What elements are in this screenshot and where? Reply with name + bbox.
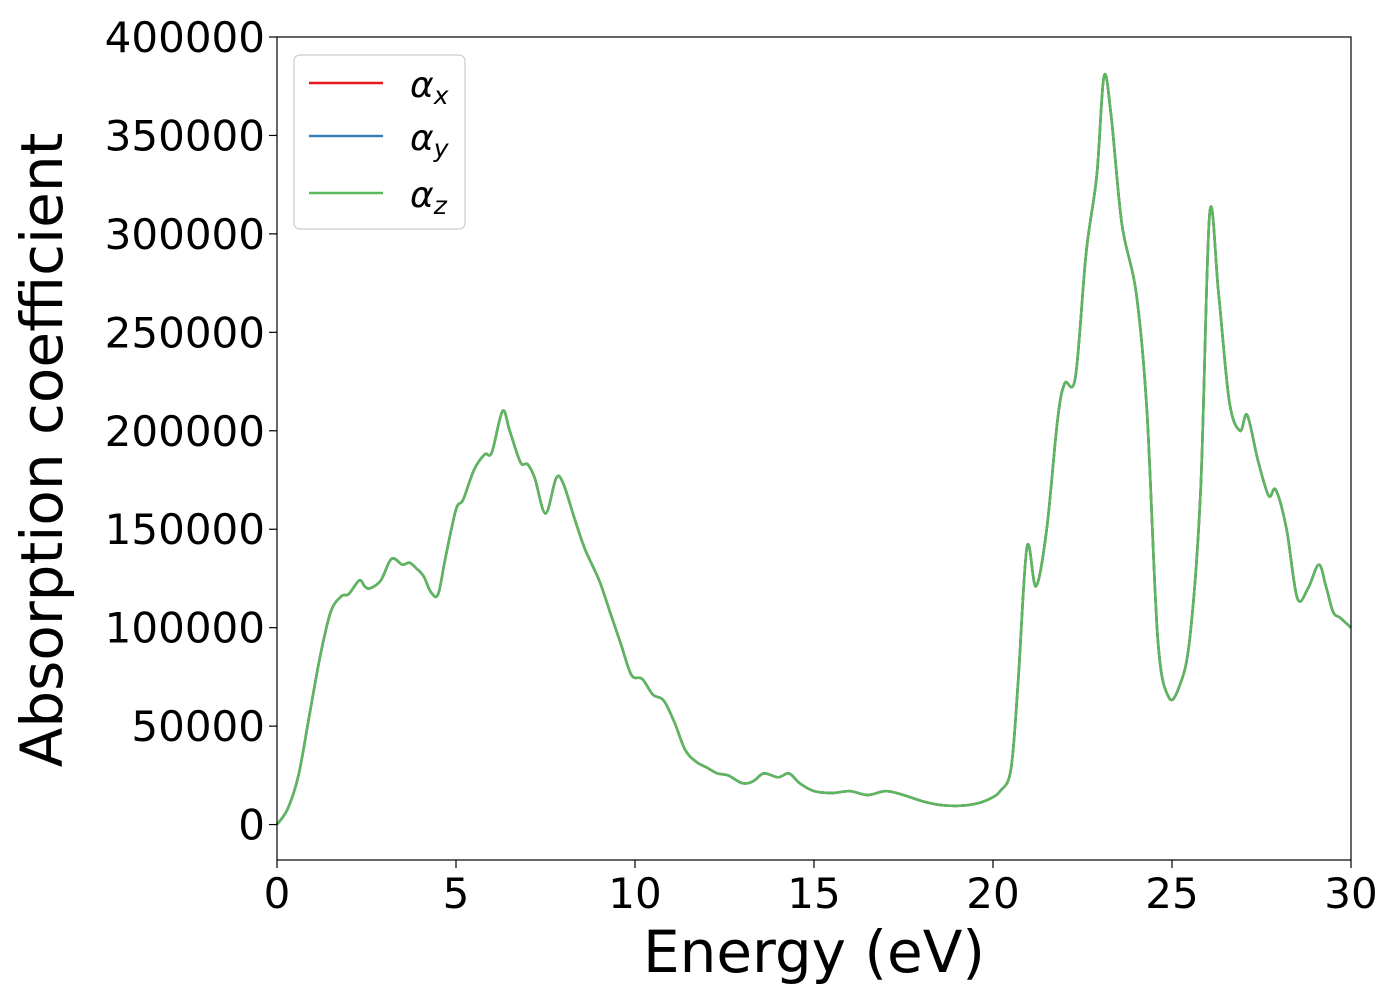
legend-label-y: αy xyxy=(410,118,450,163)
legend-label-x: αx xyxy=(410,65,449,110)
x-tick-label: 30 xyxy=(1324,869,1377,918)
series-layer xyxy=(275,72,1352,826)
legend-box xyxy=(293,54,466,230)
x-tick-label: 20 xyxy=(966,869,1019,918)
y-tick-label: 350000 xyxy=(105,111,265,160)
y-tick-label: 250000 xyxy=(105,308,265,357)
y-tick-label: 150000 xyxy=(105,505,265,554)
y-tick-label: 300000 xyxy=(105,210,265,259)
y-axis-title: Absorption coefficient xyxy=(8,133,76,768)
x-axis: 0 5 10 15 20 25 30 xyxy=(264,860,1378,918)
x-tick-label: 15 xyxy=(787,869,840,918)
x-axis-title: Energy (eV) xyxy=(643,918,985,986)
x-tick-label: 0 xyxy=(264,869,291,918)
legend: αx αy αz xyxy=(293,54,466,230)
y-axis: 0 50000 100000 150000 200000 250000 300000 3500… xyxy=(105,13,277,850)
y-tick-label: 50000 xyxy=(131,702,265,751)
x-tick-label: 25 xyxy=(1145,869,1198,918)
y-tick-label: 400000 xyxy=(105,13,265,62)
y-tick-label: 0 xyxy=(238,801,265,850)
y-tick-label: 100000 xyxy=(105,604,265,653)
x-tick-label: 5 xyxy=(443,869,470,918)
x-tick-label: 10 xyxy=(608,869,661,918)
y-tick-label: 200000 xyxy=(105,407,265,456)
series-line-z xyxy=(275,72,1352,826)
legend-label-z: αz xyxy=(410,175,448,220)
